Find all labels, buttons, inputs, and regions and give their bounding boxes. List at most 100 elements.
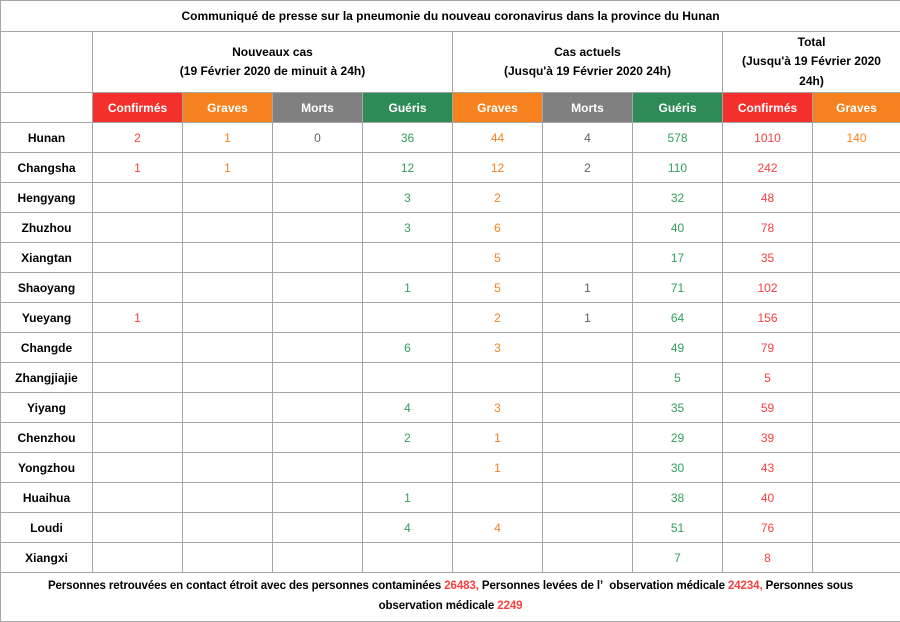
column-header-total-graves: Graves bbox=[813, 93, 900, 123]
value-cell: 40 bbox=[633, 213, 723, 243]
value-cell bbox=[183, 423, 273, 453]
region-label: Hengyang bbox=[1, 183, 93, 213]
value-cell: 40 bbox=[723, 483, 813, 513]
value-cell bbox=[93, 183, 183, 213]
value-cell: 0 bbox=[273, 123, 363, 153]
value-cell: 1 bbox=[543, 273, 633, 303]
value-cell bbox=[363, 453, 453, 483]
value-cell: 5 bbox=[633, 363, 723, 393]
region-label: Changde bbox=[1, 333, 93, 363]
value-cell bbox=[183, 543, 273, 573]
column-header-actuels-morts: Morts bbox=[543, 93, 633, 123]
value-cell: 5 bbox=[453, 273, 543, 303]
value-cell bbox=[543, 423, 633, 453]
value-cell: 2 bbox=[93, 123, 183, 153]
value-cell bbox=[183, 363, 273, 393]
value-cell bbox=[273, 393, 363, 423]
value-cell: 1 bbox=[543, 303, 633, 333]
value-cell bbox=[273, 363, 363, 393]
value-cell bbox=[813, 153, 900, 183]
value-cell bbox=[93, 393, 183, 423]
value-cell: 4 bbox=[363, 513, 453, 543]
value-cell: 1010 bbox=[723, 123, 813, 153]
value-cell bbox=[183, 453, 273, 483]
value-cell bbox=[183, 243, 273, 273]
value-cell bbox=[813, 333, 900, 363]
value-cell: 2 bbox=[363, 423, 453, 453]
value-cell bbox=[543, 213, 633, 243]
column-header-nouveaux-gueris: Guéris bbox=[363, 93, 453, 123]
value-cell: 17 bbox=[633, 243, 723, 273]
region-label: Changsha bbox=[1, 153, 93, 183]
value-cell: 30 bbox=[633, 453, 723, 483]
value-cell bbox=[813, 243, 900, 273]
value-cell: 2 bbox=[453, 303, 543, 333]
value-cell bbox=[543, 513, 633, 543]
footer-text-segment: Personnes levées de l’ observation médic… bbox=[479, 580, 728, 592]
region-label: Hunan bbox=[1, 123, 93, 153]
value-cell: 140 bbox=[813, 123, 900, 153]
value-cell bbox=[813, 513, 900, 543]
value-cell bbox=[93, 483, 183, 513]
value-cell: 3 bbox=[363, 183, 453, 213]
value-cell: 1 bbox=[363, 273, 453, 303]
value-cell: 71 bbox=[633, 273, 723, 303]
group-subtitle: (Jusqu'à 19 Février 2020 24h) bbox=[737, 52, 886, 90]
value-cell: 110 bbox=[633, 153, 723, 183]
group-title: Total bbox=[737, 33, 886, 52]
value-cell: 4 bbox=[453, 513, 543, 543]
group-header-total: Total (Jusqu'à 19 Février 2020 24h) bbox=[723, 32, 900, 93]
value-cell bbox=[183, 483, 273, 513]
value-cell bbox=[183, 513, 273, 543]
value-cell bbox=[543, 183, 633, 213]
value-cell bbox=[93, 333, 183, 363]
value-cell: 242 bbox=[723, 153, 813, 183]
column-header-actuels-gueris: Guéris bbox=[633, 93, 723, 123]
value-cell bbox=[813, 483, 900, 513]
group-header-nouveaux-cas: Nouveaux cas (19 Février 2020 de minuit … bbox=[93, 32, 453, 93]
value-cell: 4 bbox=[363, 393, 453, 423]
value-cell bbox=[183, 273, 273, 303]
value-cell bbox=[453, 363, 543, 393]
value-cell: 35 bbox=[633, 393, 723, 423]
value-cell: 76 bbox=[723, 513, 813, 543]
value-cell bbox=[273, 333, 363, 363]
value-cell: 5 bbox=[723, 363, 813, 393]
value-cell bbox=[363, 243, 453, 273]
value-cell bbox=[813, 303, 900, 333]
value-cell bbox=[543, 453, 633, 483]
region-label: Loudi bbox=[1, 513, 93, 543]
region-label: Yongzhou bbox=[1, 453, 93, 483]
value-cell bbox=[183, 303, 273, 333]
region-label: Yiyang bbox=[1, 393, 93, 423]
value-cell bbox=[453, 543, 543, 573]
value-cell: 38 bbox=[633, 483, 723, 513]
value-cell bbox=[813, 273, 900, 303]
value-cell bbox=[813, 213, 900, 243]
value-cell: 5 bbox=[453, 243, 543, 273]
value-cell: 29 bbox=[633, 423, 723, 453]
value-cell bbox=[273, 543, 363, 573]
value-cell bbox=[183, 183, 273, 213]
value-cell: 3 bbox=[453, 393, 543, 423]
corner-cell bbox=[1, 93, 93, 123]
value-cell: 1 bbox=[93, 153, 183, 183]
footer-note: Personnes retrouvées en contact étroit a… bbox=[1, 573, 900, 622]
value-cell: 32 bbox=[633, 183, 723, 213]
value-cell bbox=[813, 363, 900, 393]
value-cell: 49 bbox=[633, 333, 723, 363]
group-title: Cas actuels bbox=[453, 43, 722, 62]
value-cell: 43 bbox=[723, 453, 813, 483]
value-cell bbox=[93, 363, 183, 393]
value-cell: 6 bbox=[363, 333, 453, 363]
value-cell bbox=[273, 183, 363, 213]
value-cell: 102 bbox=[723, 273, 813, 303]
